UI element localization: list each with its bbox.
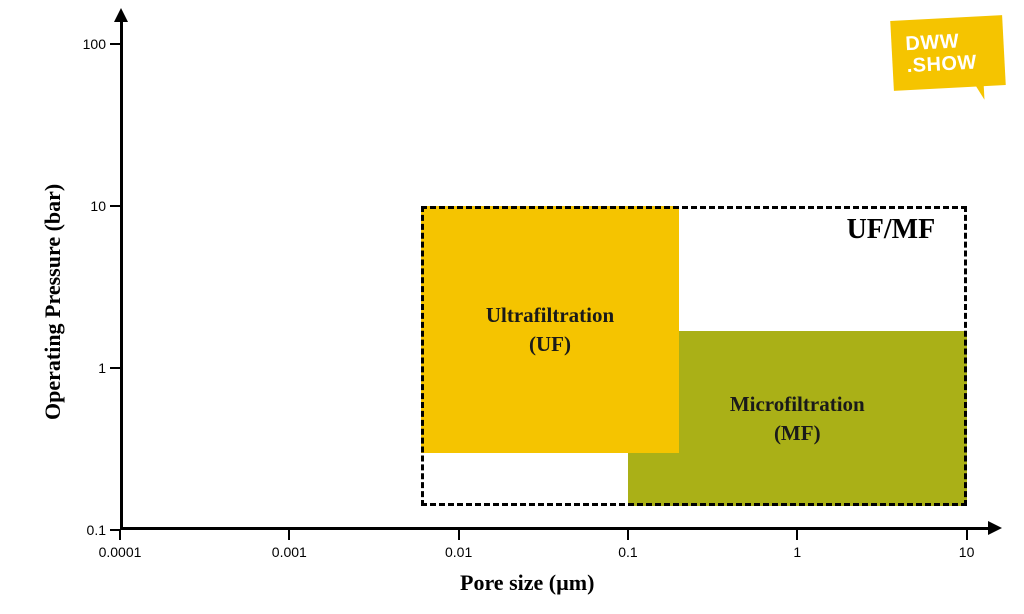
x-tick-label: 0.01	[445, 544, 472, 560]
region-label-uf: Ultrafiltration(UF)	[440, 301, 660, 358]
y-tick-label: 10	[72, 198, 106, 214]
y-tick-label: 0.1	[72, 522, 106, 538]
x-tick	[627, 530, 629, 540]
x-axis-label: Pore size (µm)	[460, 570, 594, 596]
x-tick-label: 0.001	[272, 544, 307, 560]
y-tick	[110, 43, 120, 45]
x-tick-label: 0.1	[618, 544, 637, 560]
x-tick	[796, 530, 798, 540]
y-axis-label: Operating Pressure (bar)	[40, 184, 66, 420]
y-tick	[110, 529, 120, 531]
x-tick-label: 1	[793, 544, 801, 560]
x-tick	[288, 530, 290, 540]
chart-container: DWW .SHOW UF/MFUltrafiltration(UF)Microf…	[0, 0, 1024, 614]
y-tick-label: 100	[72, 36, 106, 52]
region-label-mf: Microfiltration(MF)	[687, 390, 907, 447]
x-axis-arrow-icon	[988, 521, 1002, 535]
y-tick	[110, 367, 120, 369]
plot-area: UF/MF Ultrafiltration(UF) Microfiltration(…	[120, 20, 980, 530]
x-tick-label: 0.0001	[99, 544, 142, 560]
x-tick	[458, 530, 460, 540]
x-tick-label: 10	[959, 544, 975, 560]
x-tick	[119, 530, 121, 540]
group-box-label: UF/MF	[847, 214, 936, 246]
y-tick	[110, 205, 120, 207]
y-tick-label: 1	[72, 360, 106, 376]
x-tick	[966, 530, 968, 540]
